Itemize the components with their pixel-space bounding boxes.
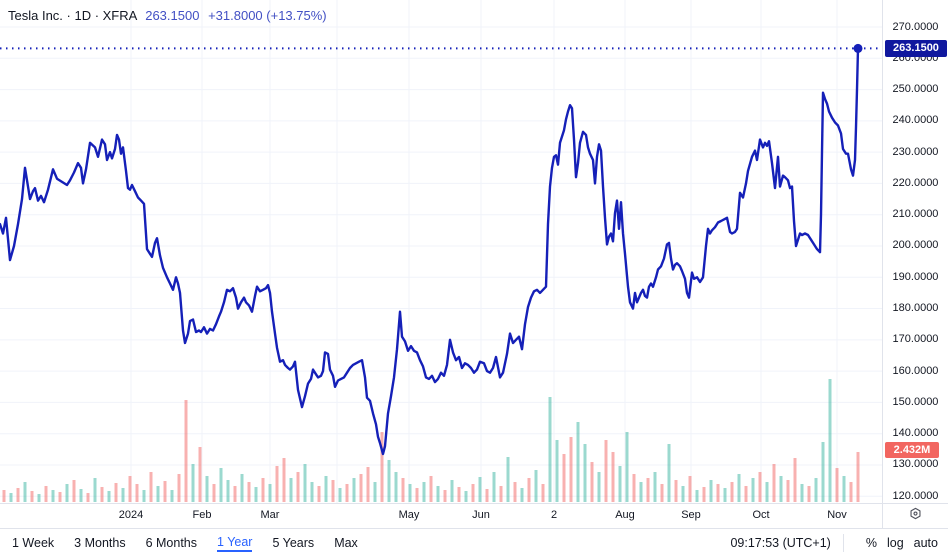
time-axis-label: Oct (752, 509, 770, 521)
price-change-text: +31.8000 (+13.75%) (208, 8, 327, 23)
price-axis-label: 130.0000 (892, 458, 939, 471)
range-1-week[interactable]: 1 Week (12, 535, 55, 550)
chart-pane[interactable]: Tesla Inc. · 1D · XFRA 263.1500 +31.8000… (0, 0, 882, 503)
volume-label: 2.432M (885, 442, 939, 458)
last-price-label: 263.1500 (885, 39, 947, 57)
price-axis-label: 170.0000 (892, 333, 939, 346)
time-axis-label: Mar (260, 509, 280, 521)
time-axis-label: Nov (827, 509, 847, 521)
time-axis[interactable]: 2024 Feb Mar May Jun 2 Aug Sep Oct Nov (0, 503, 882, 528)
price-axis-label: 190.0000 (892, 270, 939, 283)
range-5-years[interactable]: 5 Years (272, 535, 315, 550)
percent-scale-button[interactable]: % (865, 535, 877, 550)
range-6-months[interactable]: 6 Months (145, 535, 197, 550)
time-axis-label: Feb (192, 509, 212, 521)
symbol-title[interactable]: Tesla Inc. · 1D · XFRA (8, 8, 137, 23)
last-price-text: 263.1500 (145, 8, 200, 23)
price-chart-canvas[interactable] (0, 0, 882, 503)
chart-legend: Tesla Inc. · 1D · XFRA 263.1500 +31.8000… (8, 8, 327, 23)
time-axis-label: 2 (550, 509, 558, 521)
range-1-year[interactable]: 1 Year (217, 533, 253, 552)
range-3-months[interactable]: 3 Months (74, 535, 126, 550)
axis-corner[interactable] (882, 503, 948, 528)
time-axis-label: Aug (615, 509, 635, 521)
time-axis-label: Jun (472, 509, 490, 521)
range-selector: 1 Week 3 Months 6 Months 1 Year 5 Years … (0, 533, 358, 552)
range-max[interactable]: Max (334, 535, 358, 550)
price-axis-label: 160.0000 (892, 364, 939, 377)
price-axis[interactable]: 263.1500 2.432M 270.0000 260.0000 250.0000… (882, 0, 948, 503)
bottom-toolbar: 1 Week 3 Months 6 Months 1 Year 5 Years … (0, 528, 948, 556)
price-axis-label: 140.0000 (892, 427, 939, 440)
price-axis-label: 180.0000 (892, 302, 939, 315)
price-axis-label: 210.0000 (892, 208, 939, 221)
time-axis-label: Sep (681, 509, 701, 521)
price-axis-label: 220.0000 (892, 176, 939, 189)
time-axis-label: May (398, 509, 420, 521)
toolbar-right: 09:17:53 (UTC+1) % log auto (730, 533, 948, 552)
price-axis-label: 230.0000 (892, 145, 939, 158)
price-axis-label: 270.0000 (892, 20, 939, 33)
price-axis-label: 150.0000 (892, 395, 939, 408)
time-axis-label: 2024 (118, 509, 144, 521)
auto-scale-button[interactable]: auto (913, 535, 938, 550)
price-axis-label: 250.0000 (892, 83, 939, 96)
clock-utc[interactable]: 09:17:53 (UTC+1) (730, 535, 831, 550)
price-axis-label: 120.0000 (892, 489, 939, 502)
price-axis-label: 200.0000 (892, 239, 939, 252)
price-scale-settings-icon[interactable] (908, 506, 923, 526)
price-axis-label: 240.0000 (892, 114, 939, 127)
toolbar-divider (842, 533, 844, 552)
log-scale-button[interactable]: log (886, 535, 904, 550)
